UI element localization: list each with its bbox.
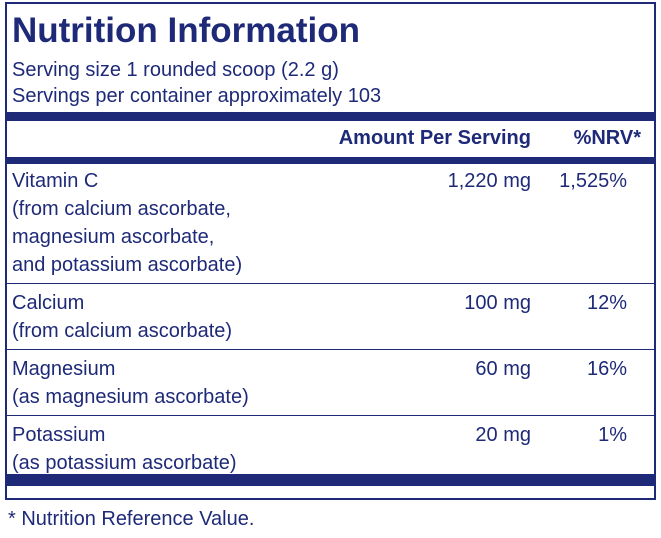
row-name: Potassium: [12, 424, 106, 446]
row-note: (from calcium ascorbate): [12, 320, 233, 342]
column-header: %NRV*: [573, 127, 641, 149]
row-note: (as potassium ascorbate): [12, 452, 237, 474]
servings-per-container: Servings per container approximately 103: [12, 85, 382, 107]
column-header: Amount Per Serving: [338, 127, 531, 149]
label-box: [5, 2, 656, 500]
amount: 1,220 mg: [447, 170, 531, 192]
divider: [7, 112, 654, 121]
amount: 60 mg: [475, 358, 531, 380]
amount: 100 mg: [464, 292, 531, 314]
row-name: Magnesium: [12, 358, 116, 380]
row-name: Calcium: [12, 292, 85, 314]
divider: [7, 474, 654, 486]
nrv: 16%: [586, 358, 627, 380]
row-note: magnesium ascorbate,: [12, 226, 215, 248]
nrv: 1,525%: [559, 170, 627, 192]
footnote: * Nutrition Reference Value.: [8, 508, 255, 530]
serving-size: Serving size 1 rounded scoop (2.2 g): [12, 59, 339, 81]
nrv: 12%: [586, 292, 627, 314]
nrv: 1%: [598, 424, 627, 446]
row-note: (as magnesium ascorbate): [12, 386, 249, 408]
row-note: (from calcium ascorbate,: [12, 198, 231, 220]
amount: 20 mg: [475, 424, 531, 446]
row-divider: [7, 415, 654, 416]
row-divider: [7, 349, 654, 350]
row-name: Vitamin C: [12, 170, 99, 192]
divider: [7, 157, 654, 164]
row-divider: [7, 283, 654, 284]
title: Nutrition Information: [12, 11, 361, 50]
row-note: and potassium ascorbate): [12, 254, 243, 276]
